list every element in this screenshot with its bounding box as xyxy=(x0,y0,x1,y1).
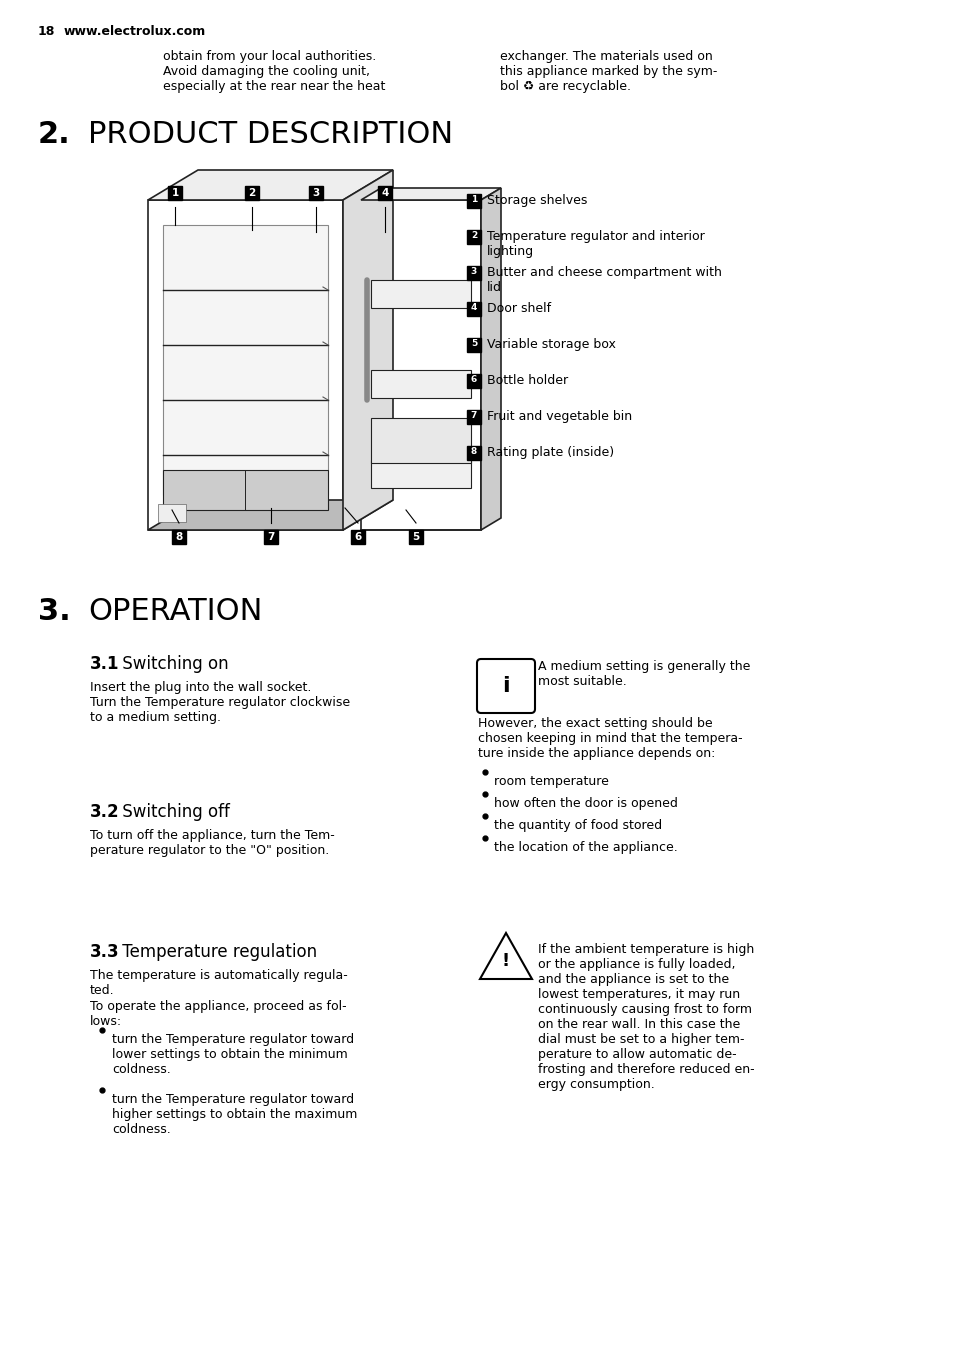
Bar xyxy=(371,460,471,488)
Text: 3: 3 xyxy=(471,266,476,276)
Bar xyxy=(467,446,480,460)
Text: Variable storage box: Variable storage box xyxy=(486,338,616,352)
Text: To operate the appliance, proceed as fol-
lows:: To operate the appliance, proceed as fol… xyxy=(90,1000,346,1028)
Text: 5: 5 xyxy=(471,338,476,347)
Bar xyxy=(467,301,480,316)
Text: Insert the plug into the wall socket.
Turn the Temperature regulator clockwise
t: Insert the plug into the wall socket. Tu… xyxy=(90,681,350,725)
Text: bol ♻ are recyclable.: bol ♻ are recyclable. xyxy=(499,80,630,93)
Bar xyxy=(163,470,328,510)
Bar xyxy=(371,370,471,397)
Bar xyxy=(360,200,480,530)
Polygon shape xyxy=(480,188,500,530)
Bar xyxy=(371,418,471,462)
Text: Butter and cheese compartment with
lid: Butter and cheese compartment with lid xyxy=(486,266,721,293)
Text: 3.: 3. xyxy=(38,598,71,626)
Text: 6: 6 xyxy=(354,531,361,542)
Text: 2.: 2. xyxy=(38,120,71,149)
Text: especially at the rear near the heat: especially at the rear near the heat xyxy=(163,80,385,93)
Text: Switching off: Switching off xyxy=(117,803,230,821)
Bar xyxy=(371,280,471,308)
Text: Fruit and vegetable bin: Fruit and vegetable bin xyxy=(486,410,632,423)
Bar xyxy=(467,266,480,280)
Text: www.electrolux.com: www.electrolux.com xyxy=(64,24,206,38)
Polygon shape xyxy=(479,933,532,979)
Text: how often the door is opened: how often the door is opened xyxy=(494,796,678,810)
Text: 2: 2 xyxy=(471,230,476,239)
Text: this appliance marked by the sym-: this appliance marked by the sym- xyxy=(499,65,717,78)
Bar xyxy=(467,338,480,352)
Text: Door shelf: Door shelf xyxy=(486,301,551,315)
Text: 7: 7 xyxy=(471,411,476,419)
Polygon shape xyxy=(148,500,393,530)
Polygon shape xyxy=(360,188,500,200)
Text: 3.3: 3.3 xyxy=(90,942,119,961)
Text: !: ! xyxy=(501,952,510,969)
Bar xyxy=(467,193,480,208)
Text: 2: 2 xyxy=(248,188,255,197)
Bar xyxy=(409,530,422,544)
Bar xyxy=(264,530,277,544)
Bar xyxy=(163,224,328,495)
Bar xyxy=(467,375,480,388)
Bar xyxy=(168,187,182,200)
Text: OPERATION: OPERATION xyxy=(88,598,262,626)
Text: 18: 18 xyxy=(38,24,55,38)
Text: Switching on: Switching on xyxy=(117,654,229,673)
Text: 1: 1 xyxy=(471,195,476,204)
Text: 4: 4 xyxy=(381,188,388,197)
Bar xyxy=(351,530,365,544)
Polygon shape xyxy=(148,170,393,200)
Text: exchanger. The materials used on: exchanger. The materials used on xyxy=(499,50,712,64)
Text: i: i xyxy=(501,676,509,696)
FancyBboxPatch shape xyxy=(476,658,535,713)
Bar xyxy=(467,230,480,243)
Text: turn the Temperature regulator toward
higher settings to obtain the maximum
cold: turn the Temperature regulator toward hi… xyxy=(112,1092,357,1136)
Text: The temperature is automatically regula-
ted.: The temperature is automatically regula-… xyxy=(90,969,348,996)
Bar xyxy=(148,200,343,530)
Text: PRODUCT DESCRIPTION: PRODUCT DESCRIPTION xyxy=(88,120,453,149)
Text: 3: 3 xyxy=(312,188,319,197)
Text: Temperature regulator and interior
lighting: Temperature regulator and interior light… xyxy=(486,230,704,258)
Text: 8: 8 xyxy=(471,446,476,456)
Bar xyxy=(467,410,480,425)
Text: 3.1: 3.1 xyxy=(90,654,119,673)
Text: However, the exact setting should be
chosen keeping in mind that the tempera-
tu: However, the exact setting should be cho… xyxy=(477,717,741,760)
Bar xyxy=(172,530,186,544)
Text: If the ambient temperature is high
or the appliance is fully loaded,
and the app: If the ambient temperature is high or th… xyxy=(537,942,754,1091)
Text: turn the Temperature regulator toward
lower settings to obtain the minimum
coldn: turn the Temperature regulator toward lo… xyxy=(112,1033,354,1076)
Text: obtain from your local authorities.: obtain from your local authorities. xyxy=(163,50,375,64)
Text: room temperature: room temperature xyxy=(494,775,608,788)
Text: the quantity of food stored: the quantity of food stored xyxy=(494,819,661,831)
Bar xyxy=(158,504,186,522)
Text: Bottle holder: Bottle holder xyxy=(486,375,568,387)
Text: 7: 7 xyxy=(267,531,274,542)
Text: 1: 1 xyxy=(172,188,178,197)
Text: the location of the appliance.: the location of the appliance. xyxy=(494,841,677,854)
Text: 8: 8 xyxy=(175,531,182,542)
Text: 3.2: 3.2 xyxy=(90,803,119,821)
Text: Avoid damaging the cooling unit,: Avoid damaging the cooling unit, xyxy=(163,65,370,78)
Text: 6: 6 xyxy=(471,375,476,384)
Bar xyxy=(309,187,323,200)
Text: Rating plate (inside): Rating plate (inside) xyxy=(486,446,614,458)
Text: A medium setting is generally the
most suitable.: A medium setting is generally the most s… xyxy=(537,660,750,688)
Polygon shape xyxy=(343,170,393,530)
Text: 5: 5 xyxy=(412,531,419,542)
Text: To turn off the appliance, turn the Tem-
perature regulator to the "O" position.: To turn off the appliance, turn the Tem-… xyxy=(90,829,335,857)
Text: Storage shelves: Storage shelves xyxy=(486,193,587,207)
Text: 4: 4 xyxy=(471,303,476,311)
Text: Temperature regulation: Temperature regulation xyxy=(117,942,316,961)
Bar xyxy=(245,187,258,200)
Bar xyxy=(377,187,392,200)
